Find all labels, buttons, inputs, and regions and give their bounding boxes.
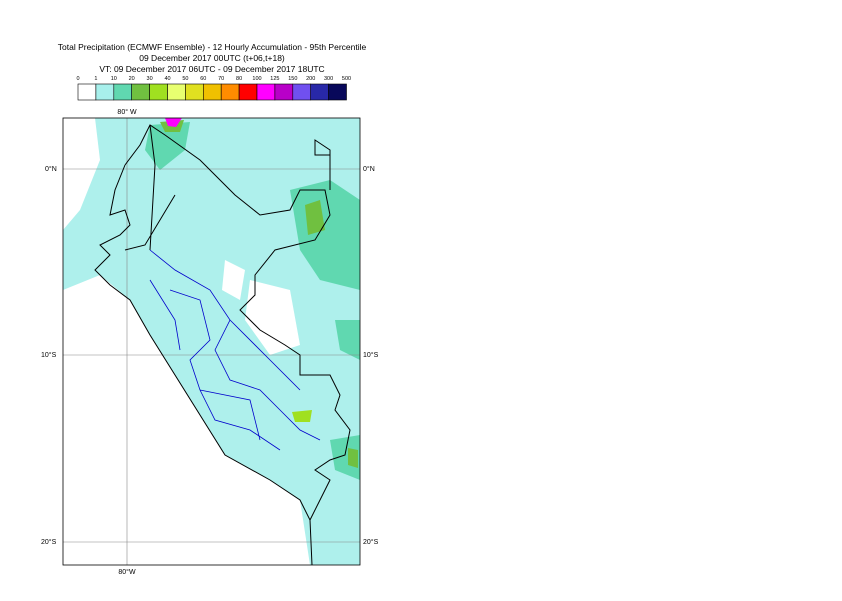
wet-area (145, 122, 190, 170)
legend-swatch (203, 83, 222, 101)
lon-label: 80° W (117, 108, 137, 116)
legend-label: 1 (94, 76, 97, 82)
legend-label: 125 (270, 76, 279, 82)
lon-label: 80°W (118, 568, 136, 576)
legend-label: 100 (252, 76, 261, 82)
legend-label: 70 (218, 76, 224, 82)
lat-label: 10°S (41, 351, 57, 359)
legend-swatch (274, 83, 294, 101)
legend-swatch (167, 83, 186, 101)
lat-label: 10°S (363, 351, 379, 359)
legend-label: 30 (147, 76, 153, 82)
dry-patch (245, 280, 300, 355)
wet-area (292, 410, 312, 422)
legend-label: 10 (111, 76, 117, 82)
graticule (63, 118, 360, 565)
wet-area (305, 200, 325, 235)
legend: 0 1 10 20 30 40 50 60 70 80 100 125 150 200 300 500 (76, 76, 351, 101)
legend-label: 200 (306, 76, 315, 82)
legend-swatch (185, 83, 204, 101)
legend-label: 150 (288, 76, 297, 82)
lat-label: 20°S (363, 538, 379, 546)
legend-swatch (113, 83, 133, 101)
wet-area (330, 435, 360, 480)
legend-label: 500 (342, 76, 351, 82)
lat-label: 0°N (363, 165, 375, 173)
dry-patch (63, 118, 100, 230)
map: 0°N 10°S 20°S 0°N 10°S 20°S 80° W 80°W (41, 108, 379, 576)
legend-swatch (238, 83, 258, 101)
wet-area (165, 118, 182, 127)
valid-time: VT: 09 December 2017 06UTC - 09 December… (99, 64, 324, 74)
legend-swatch (77, 83, 97, 101)
legend-label: 300 (324, 76, 333, 82)
dry-patch (222, 260, 245, 300)
lat-label: 20°S (41, 538, 57, 546)
legend-label: 40 (164, 76, 170, 82)
legend-swatch (220, 83, 240, 101)
wet-area (335, 320, 360, 360)
map-frame (62, 117, 361, 566)
legend-swatch (95, 83, 115, 101)
legend-swatch (131, 83, 150, 101)
legend-swatch (256, 83, 276, 101)
subtitle: 09 December 2017 00UTC (t+06,t+18) (139, 53, 285, 63)
wet-area (348, 448, 358, 468)
legend-swatch (292, 83, 311, 101)
borders (124, 124, 351, 521)
legend-label: 50 (182, 76, 188, 82)
regional-borders (149, 249, 321, 451)
lat-label: 0°N (45, 165, 57, 173)
legend-swatch (149, 83, 168, 101)
title: Total Precipitation (ECMWF Ensemble) - 1… (58, 42, 367, 52)
legend-label: 80 (236, 76, 242, 82)
legend-swatch (328, 83, 347, 101)
legend-label: 0 (76, 76, 79, 82)
legend-label: 60 (200, 76, 206, 82)
legend-label: 20 (129, 76, 135, 82)
dry-patch (63, 450, 170, 565)
legend-swatch (310, 83, 329, 101)
coastline (94, 164, 313, 566)
